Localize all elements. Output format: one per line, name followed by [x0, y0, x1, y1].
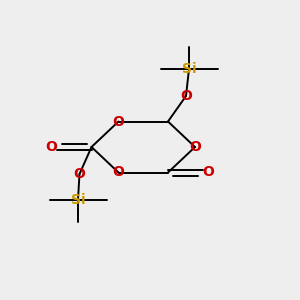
Text: O: O: [180, 89, 192, 103]
Text: Si: Si: [182, 62, 196, 76]
Text: O: O: [112, 166, 124, 179]
Text: Si: Si: [71, 193, 85, 206]
Text: O: O: [46, 140, 58, 154]
Text: O: O: [202, 166, 214, 179]
Text: O: O: [74, 167, 86, 181]
Text: O: O: [189, 140, 201, 154]
Text: O: O: [112, 115, 124, 128]
